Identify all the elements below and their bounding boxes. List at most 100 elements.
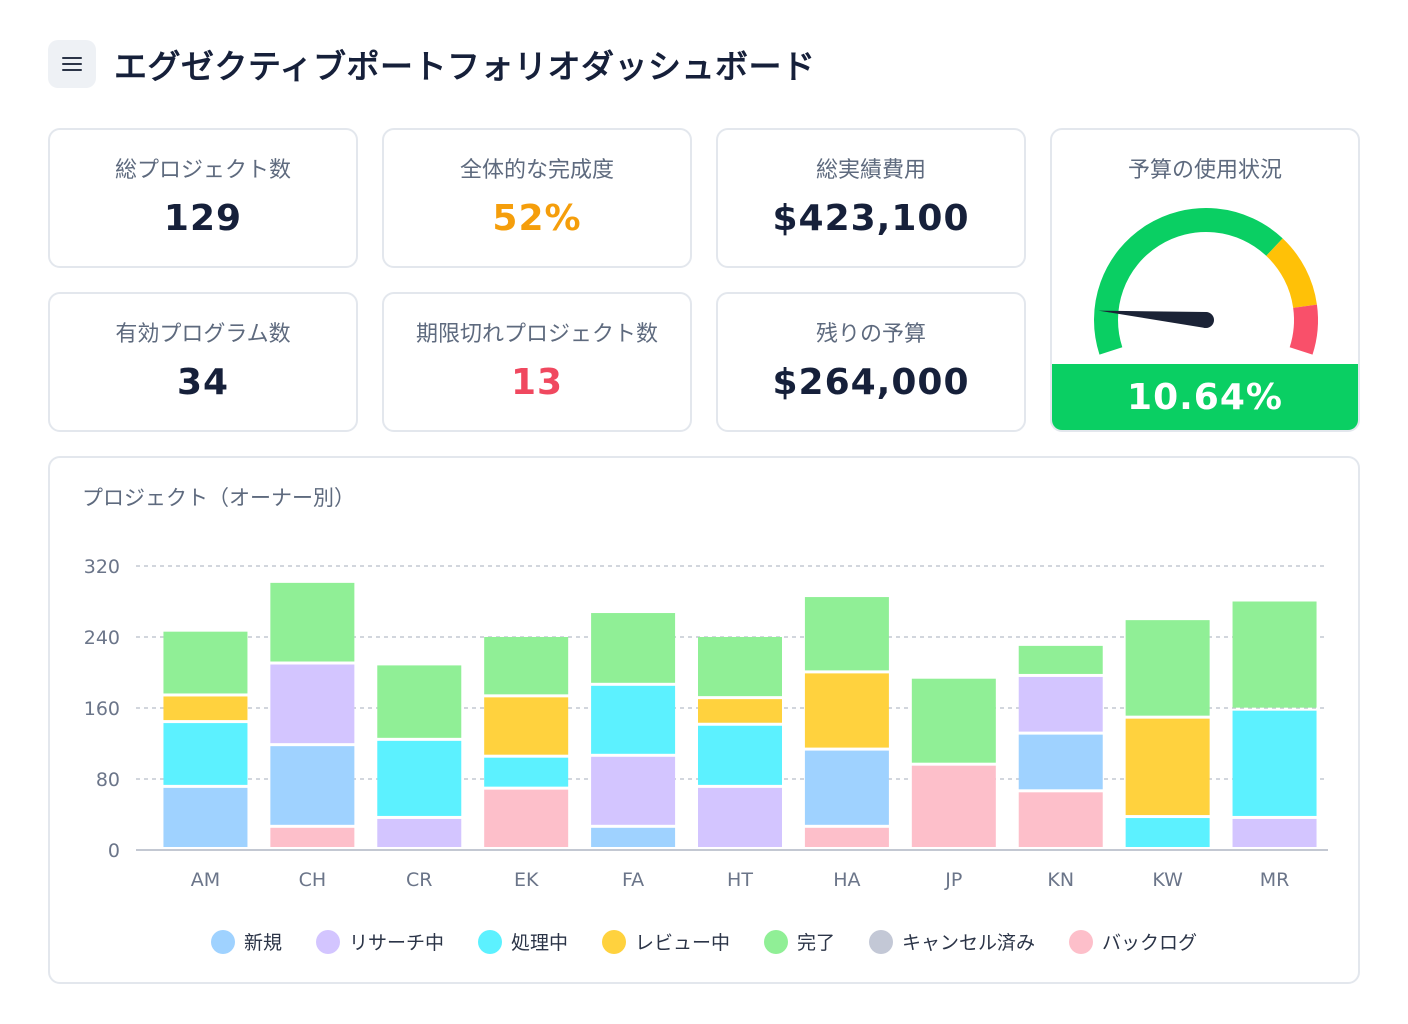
gauge-band-1 (1265, 238, 1317, 309)
bar-segment-KN-新規[interactable] (1018, 734, 1103, 790)
kpi-value: 34 (176, 362, 230, 403)
stacked-bar-chart: 0 80 160 240 320 AM CH CR EK FA HT HA JP KN KW MR (84, 556, 1328, 891)
gauge-band-2 (1289, 304, 1318, 355)
kpi-label: 総プロジェクト数 (114, 158, 291, 183)
bar-segment-HT-完了[interactable] (698, 637, 782, 697)
menu-button[interactable] (48, 40, 96, 88)
x-tick-label: JP (944, 869, 962, 891)
bar-segment-JP-完了[interactable] (911, 678, 996, 763)
bar-segment-KN-バックログ[interactable] (1018, 792, 1103, 847)
kpi-card-overdue-projects: 期限切れプロジェクト数 13 (382, 292, 692, 432)
bar-segment-KN-完了[interactable] (1018, 645, 1103, 674)
legend-swatch (210, 929, 235, 954)
kpi-value: $264,000 (772, 362, 970, 403)
legend-label: バックログ (1102, 932, 1198, 954)
legend-label: 新規 (243, 932, 282, 954)
x-tick-label: AM (191, 869, 220, 891)
page-header: エグゼクティブポートフォリオダッシュボード (48, 40, 816, 88)
bar-segment-EK-レビュー中[interactable] (484, 697, 569, 755)
legend-label: 完了 (797, 932, 836, 954)
kpi-value: 13 (510, 362, 564, 403)
legend-label: リサーチ中 (348, 932, 444, 954)
bar-segment-CR-処理中[interactable] (377, 740, 462, 816)
x-tick-label: FA (622, 869, 644, 891)
kpi-card-total-actual-cost: 総実績費用 $423,100 (716, 128, 1026, 268)
bar-segment-FA-完了[interactable] (591, 613, 676, 683)
budget-usage-card: 予算の使用状況 10.64% (1050, 128, 1360, 432)
bar-segment-HA-バックログ[interactable] (804, 827, 889, 847)
kpi-label: 全体的な完成度 (459, 158, 614, 183)
bar-segment-CR-リサーチ中[interactable] (377, 818, 462, 847)
bar-segment-FA-新規[interactable] (591, 827, 676, 847)
legend-swatch (477, 929, 502, 954)
legend-item[interactable]: リサーチ中 (315, 928, 444, 955)
bar-segment-MR-完了[interactable] (1232, 601, 1317, 708)
legend-swatch (764, 929, 788, 954)
kpi-label: 総実績費用 (815, 158, 926, 183)
legend-swatch (601, 929, 626, 954)
legend-item[interactable]: 完了 (764, 928, 835, 955)
y-tick-label: 160 (84, 698, 120, 720)
legend-item[interactable]: 処理中 (477, 928, 568, 955)
bar-segment-KW-完了[interactable] (1125, 620, 1210, 716)
x-tick-label: HA (833, 869, 860, 891)
kpi-card-active-programs: 有効プログラム数 34 (48, 292, 358, 432)
bar-segment-HT-レビュー中[interactable] (698, 699, 782, 723)
budget-gauge (1094, 208, 1318, 355)
bar-segment-CR-完了[interactable] (377, 665, 462, 738)
kpi-value: 129 (163, 198, 243, 239)
gauge-needle-hub (1198, 312, 1214, 328)
bar-segment-AM-レビュー中[interactable] (163, 696, 248, 721)
y-tick-label: 0 (108, 840, 120, 862)
legend-item[interactable]: バックログ (1069, 928, 1197, 955)
kpi-card-overall-completion: 全体的な完成度 52% (382, 128, 692, 268)
legend-item[interactable]: レビュー中 (601, 928, 730, 955)
x-tick-label: EK (514, 869, 539, 891)
legend-swatch (869, 929, 894, 954)
bar-segment-AM-完了[interactable] (163, 631, 248, 694)
bar-segment-JP-バックログ[interactable] (911, 765, 996, 847)
bar-segment-CH-バックログ[interactable] (270, 827, 355, 847)
x-tick-label: KN (1047, 869, 1074, 891)
bar-segment-MR-処理中[interactable] (1232, 710, 1317, 816)
kpi-value: $423,100 (772, 198, 970, 239)
bar-segment-FA-リサーチ中[interactable] (591, 756, 676, 825)
bar-segment-KW-処理中[interactable] (1125, 818, 1210, 847)
bar-segment-KN-リサーチ中[interactable] (1018, 676, 1103, 732)
gauge-band-0 (1094, 208, 1283, 355)
gauge-title: 予算の使用状況 (1127, 158, 1282, 183)
bar-segment-MR-リサーチ中[interactable] (1232, 818, 1317, 847)
x-tick-label: HT (727, 869, 753, 891)
gauge-needle (1098, 310, 1207, 328)
legend-swatch (1069, 929, 1094, 954)
bar-segment-HT-リサーチ中[interactable] (698, 787, 782, 847)
y-tick-label: 320 (84, 556, 120, 578)
bar-segment-EK-完了[interactable] (484, 637, 569, 695)
gauge-value: 10.64% (1052, 364, 1358, 430)
bar-segment-FA-処理中[interactable] (591, 685, 676, 754)
kpi-label: 残りの予算 (815, 322, 926, 347)
bar-segment-AM-新規[interactable] (163, 787, 248, 847)
legend-label: 処理中 (510, 932, 568, 954)
x-tick-label: CH (299, 869, 327, 891)
kpi-label: 期限切れプロジェクト数 (415, 322, 658, 347)
bar-segment-HA-新規[interactable] (804, 750, 889, 825)
x-tick-label: CR (406, 869, 432, 891)
bar-segment-HT-処理中[interactable] (698, 725, 782, 785)
legend-swatch (315, 929, 340, 954)
bar-segment-EK-処理中[interactable] (484, 757, 569, 787)
bar-segment-CH-完了[interactable] (270, 582, 355, 662)
legend-label: キャンセル済み (902, 932, 1036, 954)
bar-segment-EK-バックログ[interactable] (484, 789, 569, 847)
page-title: エグゼクティブポートフォリオダッシュボード (114, 47, 816, 86)
legend-item[interactable]: 新規 (210, 928, 282, 955)
bar-segment-KW-レビュー中[interactable] (1125, 718, 1210, 816)
bar-segment-HA-レビュー中[interactable] (804, 673, 889, 748)
chart-title: プロジェクト（オーナー別） (82, 486, 355, 510)
bar-segment-CH-新規[interactable] (270, 746, 355, 825)
bar-segment-CH-リサーチ中[interactable] (270, 664, 355, 744)
y-tick-label: 80 (96, 769, 120, 791)
legend-item[interactable]: キャンセル済み (869, 928, 1035, 955)
bar-segment-HA-完了[interactable] (804, 597, 889, 671)
bar-segment-AM-処理中[interactable] (163, 723, 248, 785)
